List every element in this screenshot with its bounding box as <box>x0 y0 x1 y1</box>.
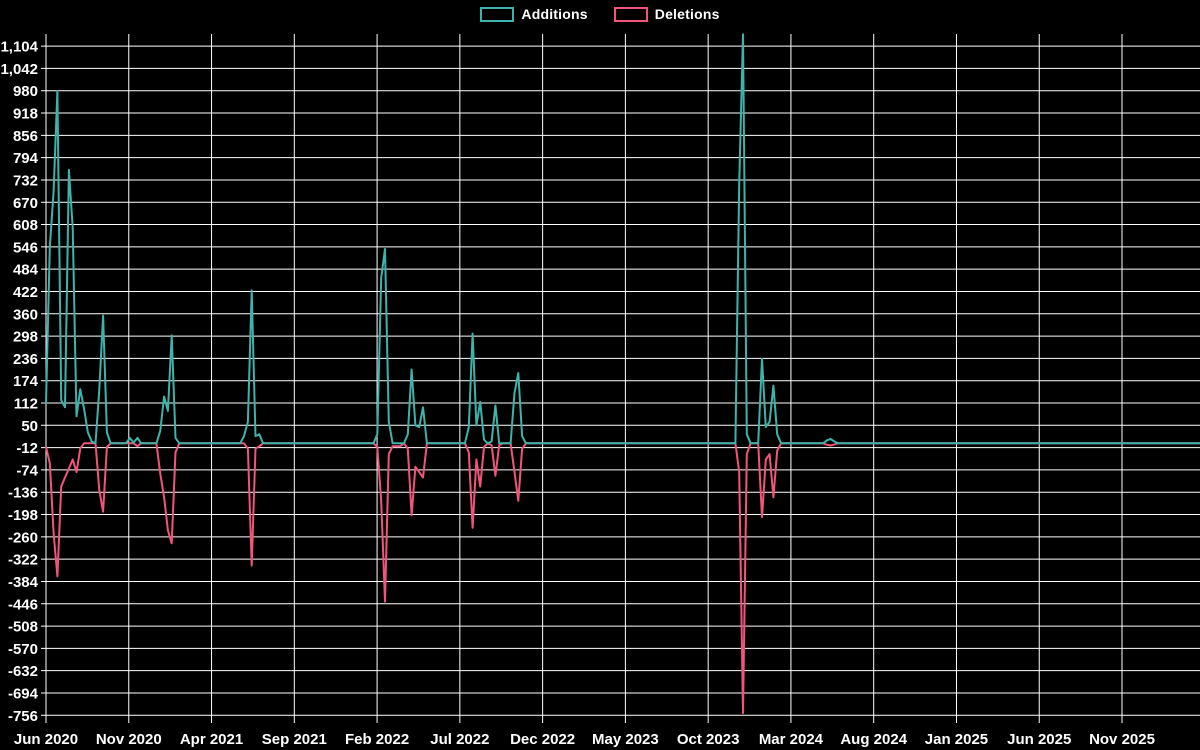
x-tick-label: May 2023 <box>592 731 659 748</box>
y-tick-label: -756 <box>8 708 38 725</box>
x-tick-label: Nov 2025 <box>1089 731 1155 748</box>
y-tick-label: 236 <box>13 351 38 368</box>
x-tick-label: Aug 2024 <box>840 731 907 748</box>
y-tick-label: 360 <box>13 306 38 323</box>
y-tick-label: -694 <box>8 685 39 702</box>
x-tick-label: Mar 2024 <box>759 731 824 748</box>
y-tick-label: 732 <box>13 172 38 189</box>
y-tick-label: -322 <box>8 552 38 569</box>
y-tick-label: 608 <box>13 217 38 234</box>
y-tick-label: 670 <box>13 195 38 212</box>
additions-line <box>45 33 1200 445</box>
y-tick-label: -136 <box>8 485 38 502</box>
x-tick-label: Jun 2020 <box>14 731 78 748</box>
additions-swatch-icon <box>480 6 515 22</box>
chart-legend: Additions Deletions <box>0 6 1200 22</box>
x-tick-label: Nov 2020 <box>96 731 162 748</box>
x-tick-label: Apr 2021 <box>180 731 243 748</box>
y-tick-label: -74 <box>16 462 38 479</box>
y-tick-label: -570 <box>8 641 38 658</box>
y-tick-label: -446 <box>8 596 38 613</box>
y-tick-label: 50 <box>21 418 38 435</box>
legend-item-additions[interactable]: Additions <box>480 6 588 22</box>
deletions-line <box>45 442 1200 715</box>
y-tick-label: 1,104 <box>0 39 38 56</box>
legend-label-additions: Additions <box>521 6 588 22</box>
y-tick-label: -260 <box>8 529 38 546</box>
y-tick-label: -508 <box>8 619 38 636</box>
x-tick-label: Jun 2025 <box>1007 731 1071 748</box>
deletions-swatch-icon <box>613 6 648 22</box>
y-tick-label: 856 <box>13 128 38 145</box>
x-tick-label: Sep 2021 <box>262 731 327 748</box>
y-tick-label: 546 <box>13 239 38 256</box>
y-tick-label: 484 <box>13 262 39 279</box>
y-tick-label: 112 <box>14 396 38 413</box>
y-tick-label: -632 <box>8 663 38 680</box>
y-tick-label: -198 <box>8 507 38 524</box>
x-tick-label: Oct 2023 <box>677 731 740 748</box>
y-tick-label: 794 <box>13 150 39 167</box>
y-tick-label: 918 <box>13 106 38 123</box>
x-tick-label: Jul 2022 <box>430 731 489 748</box>
x-tick-label: Feb 2022 <box>345 731 409 748</box>
legend-item-deletions[interactable]: Deletions <box>613 6 720 22</box>
legend-label-deletions: Deletions <box>654 6 720 22</box>
y-tick-label: -384 <box>8 574 39 591</box>
x-tick-label: Jan 2025 <box>925 731 988 748</box>
y-tick-label: 298 <box>13 329 38 346</box>
x-tick-label: Dec 2022 <box>510 731 575 748</box>
y-tick-label: 174 <box>13 373 39 390</box>
y-tick-label: 1,042 <box>0 61 38 78</box>
y-tick-label: -12 <box>16 440 38 457</box>
y-tick-label: 980 <box>13 83 38 100</box>
y-tick-label: 422 <box>13 284 38 301</box>
